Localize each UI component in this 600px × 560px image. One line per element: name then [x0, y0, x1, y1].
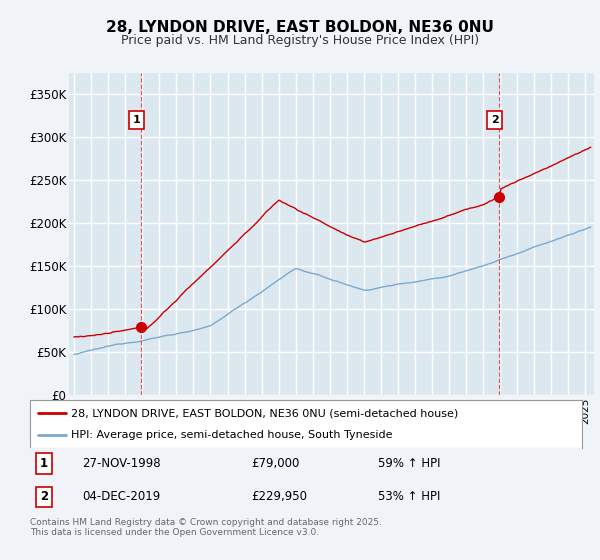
Text: £79,000: £79,000: [251, 457, 299, 470]
Text: 28, LYNDON DRIVE, EAST BOLDON, NE36 0NU (semi-detached house): 28, LYNDON DRIVE, EAST BOLDON, NE36 0NU …: [71, 408, 458, 418]
Text: 27-NOV-1998: 27-NOV-1998: [82, 457, 161, 470]
Text: Price paid vs. HM Land Registry's House Price Index (HPI): Price paid vs. HM Land Registry's House …: [121, 34, 479, 46]
Text: 1: 1: [133, 115, 140, 125]
Text: £229,950: £229,950: [251, 491, 307, 503]
Text: 04-DEC-2019: 04-DEC-2019: [82, 491, 161, 503]
Text: 53% ↑ HPI: 53% ↑ HPI: [378, 491, 440, 503]
Text: Contains HM Land Registry data © Crown copyright and database right 2025.
This d: Contains HM Land Registry data © Crown c…: [30, 518, 382, 538]
Text: 1: 1: [40, 457, 48, 470]
Text: 28, LYNDON DRIVE, EAST BOLDON, NE36 0NU: 28, LYNDON DRIVE, EAST BOLDON, NE36 0NU: [106, 20, 494, 35]
Text: 59% ↑ HPI: 59% ↑ HPI: [378, 457, 440, 470]
Text: 2: 2: [491, 115, 499, 125]
Text: HPI: Average price, semi-detached house, South Tyneside: HPI: Average price, semi-detached house,…: [71, 430, 393, 440]
Text: 2: 2: [40, 491, 48, 503]
